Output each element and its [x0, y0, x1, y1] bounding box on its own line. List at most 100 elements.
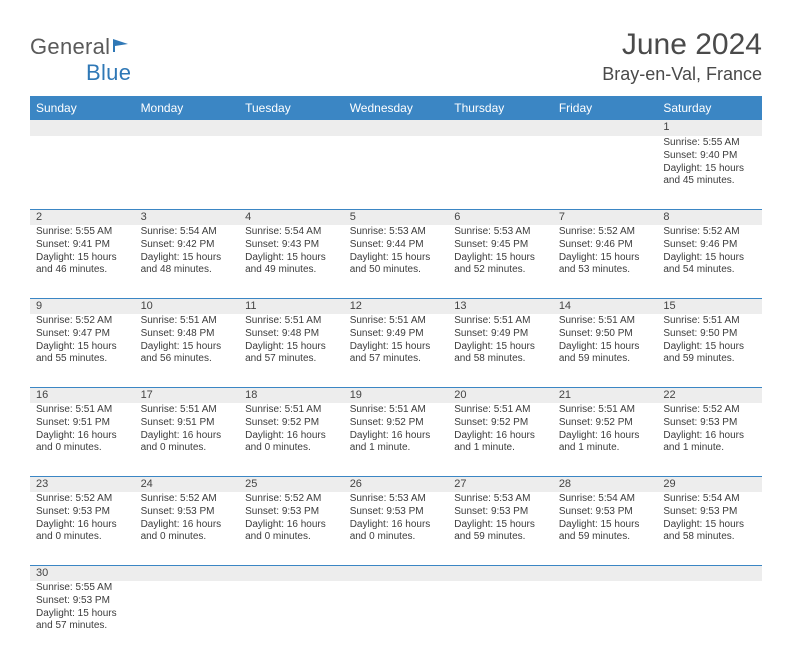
day-number-cell — [657, 565, 762, 581]
week-row: Sunrise: 5:55 AMSunset: 9:53 PMDaylight:… — [30, 581, 762, 654]
day-details: Sunrise: 5:51 AMSunset: 9:48 PMDaylight:… — [135, 314, 240, 369]
day-number-cell: 18 — [239, 387, 344, 403]
daynum-row: 23242526272829 — [30, 476, 762, 492]
week-row: Sunrise: 5:52 AMSunset: 9:53 PMDaylight:… — [30, 492, 762, 565]
day-cell — [239, 581, 344, 654]
day-number-cell: 20 — [448, 387, 553, 403]
day-details: Sunrise: 5:52 AMSunset: 9:53 PMDaylight:… — [30, 492, 135, 547]
day-details: Sunrise: 5:55 AMSunset: 9:40 PMDaylight:… — [657, 136, 762, 191]
day-cell — [553, 136, 658, 209]
day-number-cell: 3 — [135, 209, 240, 225]
day-cell: Sunrise: 5:51 AMSunset: 9:49 PMDaylight:… — [344, 314, 449, 387]
day-number-cell: 26 — [344, 476, 449, 492]
day-details: Sunrise: 5:51 AMSunset: 9:50 PMDaylight:… — [553, 314, 658, 369]
week-row: Sunrise: 5:55 AMSunset: 9:41 PMDaylight:… — [30, 225, 762, 298]
weekday-header: Tuesday — [239, 96, 344, 120]
day-details: Sunrise: 5:55 AMSunset: 9:41 PMDaylight:… — [30, 225, 135, 280]
week-row: Sunrise: 5:55 AMSunset: 9:40 PMDaylight:… — [30, 136, 762, 209]
day-number-cell — [553, 565, 658, 581]
day-number-cell — [239, 565, 344, 581]
day-details: Sunrise: 5:54 AMSunset: 9:53 PMDaylight:… — [553, 492, 658, 547]
day-cell: Sunrise: 5:52 AMSunset: 9:46 PMDaylight:… — [657, 225, 762, 298]
day-cell — [135, 581, 240, 654]
weekday-header: Sunday — [30, 96, 135, 120]
day-details: Sunrise: 5:53 AMSunset: 9:53 PMDaylight:… — [448, 492, 553, 547]
day-number-cell: 1 — [657, 120, 762, 136]
weekday-header: Wednesday — [344, 96, 449, 120]
day-cell: Sunrise: 5:53 AMSunset: 9:53 PMDaylight:… — [448, 492, 553, 565]
day-number-cell: 5 — [344, 209, 449, 225]
day-details: Sunrise: 5:52 AMSunset: 9:53 PMDaylight:… — [135, 492, 240, 547]
day-number-cell: 2 — [30, 209, 135, 225]
day-cell: Sunrise: 5:53 AMSunset: 9:53 PMDaylight:… — [344, 492, 449, 565]
header: GeneralBlue June 2024 Bray-en-Val, Franc… — [30, 28, 762, 86]
day-cell — [553, 581, 658, 654]
day-cell: Sunrise: 5:51 AMSunset: 9:52 PMDaylight:… — [239, 403, 344, 476]
day-cell: Sunrise: 5:51 AMSunset: 9:52 PMDaylight:… — [448, 403, 553, 476]
daynum-row: 9101112131415 — [30, 298, 762, 314]
page-title: June 2024 — [602, 28, 762, 62]
day-details: Sunrise: 5:51 AMSunset: 9:50 PMDaylight:… — [657, 314, 762, 369]
day-number-cell: 14 — [553, 298, 658, 314]
day-number-cell: 29 — [657, 476, 762, 492]
day-cell: Sunrise: 5:54 AMSunset: 9:53 PMDaylight:… — [553, 492, 658, 565]
day-cell: Sunrise: 5:55 AMSunset: 9:41 PMDaylight:… — [30, 225, 135, 298]
brand-part1: General — [30, 34, 110, 59]
day-number-cell: 6 — [448, 209, 553, 225]
day-number-cell: 25 — [239, 476, 344, 492]
day-details: Sunrise: 5:52 AMSunset: 9:53 PMDaylight:… — [239, 492, 344, 547]
day-cell: Sunrise: 5:54 AMSunset: 9:42 PMDaylight:… — [135, 225, 240, 298]
week-row: Sunrise: 5:51 AMSunset: 9:51 PMDaylight:… — [30, 403, 762, 476]
day-number-cell: 24 — [135, 476, 240, 492]
day-cell: Sunrise: 5:51 AMSunset: 9:48 PMDaylight:… — [135, 314, 240, 387]
day-details: Sunrise: 5:51 AMSunset: 9:52 PMDaylight:… — [448, 403, 553, 458]
day-cell: Sunrise: 5:53 AMSunset: 9:44 PMDaylight:… — [344, 225, 449, 298]
day-number-cell: 30 — [30, 565, 135, 581]
day-number-cell: 16 — [30, 387, 135, 403]
day-cell: Sunrise: 5:51 AMSunset: 9:50 PMDaylight:… — [657, 314, 762, 387]
day-details: Sunrise: 5:52 AMSunset: 9:47 PMDaylight:… — [30, 314, 135, 369]
day-number-cell: 22 — [657, 387, 762, 403]
day-details: Sunrise: 5:52 AMSunset: 9:46 PMDaylight:… — [657, 225, 762, 280]
brand-logo: GeneralBlue — [30, 28, 134, 86]
day-cell — [344, 581, 449, 654]
day-cell: Sunrise: 5:51 AMSunset: 9:52 PMDaylight:… — [344, 403, 449, 476]
day-cell: Sunrise: 5:52 AMSunset: 9:53 PMDaylight:… — [30, 492, 135, 565]
day-number-cell: 9 — [30, 298, 135, 314]
weekday-header: Thursday — [448, 96, 553, 120]
day-cell: Sunrise: 5:53 AMSunset: 9:45 PMDaylight:… — [448, 225, 553, 298]
day-number-cell: 13 — [448, 298, 553, 314]
brand-part2: Blue — [86, 60, 131, 85]
week-row: Sunrise: 5:52 AMSunset: 9:47 PMDaylight:… — [30, 314, 762, 387]
day-details: Sunrise: 5:51 AMSunset: 9:52 PMDaylight:… — [239, 403, 344, 458]
day-cell: Sunrise: 5:52 AMSunset: 9:53 PMDaylight:… — [239, 492, 344, 565]
day-details: Sunrise: 5:51 AMSunset: 9:52 PMDaylight:… — [553, 403, 658, 458]
day-details: Sunrise: 5:51 AMSunset: 9:49 PMDaylight:… — [448, 314, 553, 369]
day-details: Sunrise: 5:53 AMSunset: 9:53 PMDaylight:… — [344, 492, 449, 547]
day-number-cell: 19 — [344, 387, 449, 403]
day-cell: Sunrise: 5:55 AMSunset: 9:53 PMDaylight:… — [30, 581, 135, 654]
day-cell: Sunrise: 5:51 AMSunset: 9:49 PMDaylight:… — [448, 314, 553, 387]
day-cell — [30, 136, 135, 209]
day-details: Sunrise: 5:55 AMSunset: 9:53 PMDaylight:… — [30, 581, 135, 636]
daynum-row: 1 — [30, 120, 762, 136]
day-cell: Sunrise: 5:51 AMSunset: 9:52 PMDaylight:… — [553, 403, 658, 476]
day-cell — [448, 136, 553, 209]
day-details: Sunrise: 5:54 AMSunset: 9:42 PMDaylight:… — [135, 225, 240, 280]
daynum-row: 16171819202122 — [30, 387, 762, 403]
day-number-cell: 28 — [553, 476, 658, 492]
day-number-cell — [239, 120, 344, 136]
day-number-cell — [30, 120, 135, 136]
day-number-cell — [553, 120, 658, 136]
calendar-table: SundayMondayTuesdayWednesdayThursdayFrid… — [30, 96, 762, 654]
day-cell: Sunrise: 5:51 AMSunset: 9:50 PMDaylight:… — [553, 314, 658, 387]
weekday-header-row: SundayMondayTuesdayWednesdayThursdayFrid… — [30, 96, 762, 120]
day-number-cell: 17 — [135, 387, 240, 403]
day-number-cell — [448, 120, 553, 136]
day-cell: Sunrise: 5:52 AMSunset: 9:46 PMDaylight:… — [553, 225, 658, 298]
day-number-cell: 21 — [553, 387, 658, 403]
day-details: Sunrise: 5:53 AMSunset: 9:45 PMDaylight:… — [448, 225, 553, 280]
daynum-row: 2345678 — [30, 209, 762, 225]
weekday-header: Saturday — [657, 96, 762, 120]
day-number-cell: 4 — [239, 209, 344, 225]
